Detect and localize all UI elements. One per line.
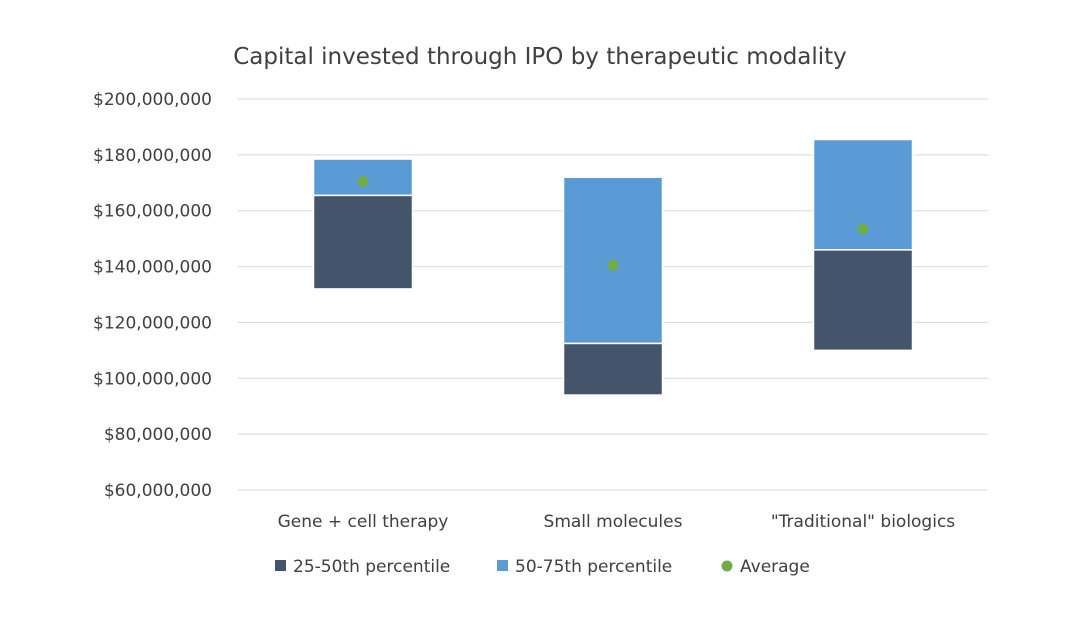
chart-title: Capital invested through IPO by therapeu…: [233, 44, 847, 70]
y-axis-ticks: $60,000,000 $80,000,000 $100,000,000 $120,0…: [93, 90, 212, 501]
legend-swatch: [275, 560, 286, 571]
y-tick-label: $120,000,000: [93, 313, 212, 333]
legend: 25-50th percentile 50-75th percentile Aver…: [275, 557, 810, 577]
bar-segment: [562, 342, 664, 396]
bar-segment: [812, 249, 914, 352]
y-tick-label: $140,000,000: [93, 258, 212, 278]
category-label: "Traditional" biologics: [771, 512, 955, 532]
y-tick-label: $200,000,000: [93, 90, 212, 110]
bar-segment: [312, 158, 414, 197]
average-marker: [857, 223, 869, 235]
y-tick-label: $180,000,000: [93, 146, 212, 166]
category-label: Gene + cell therapy: [278, 512, 449, 532]
bar-segment: [312, 194, 414, 290]
average-marker: [607, 259, 619, 271]
average-marker: [357, 175, 369, 187]
bars: [312, 138, 914, 396]
legend-label: Average: [740, 557, 810, 577]
y-tick-label: $160,000,000: [93, 202, 212, 222]
average-markers: [357, 175, 869, 271]
category-label: Small molecules: [544, 512, 683, 532]
legend-swatch: [721, 560, 733, 572]
legend-label: 50-75th percentile: [515, 557, 672, 577]
legend-label: 25-50th percentile: [293, 557, 450, 577]
y-tick-label: $60,000,000: [104, 481, 212, 501]
y-tick-label: $80,000,000: [104, 425, 212, 445]
legend-swatch: [497, 560, 508, 571]
y-tick-label: $100,000,000: [93, 369, 212, 389]
x-axis-categories: Gene + cell therapy Small molecules "Tradi…: [278, 512, 956, 532]
